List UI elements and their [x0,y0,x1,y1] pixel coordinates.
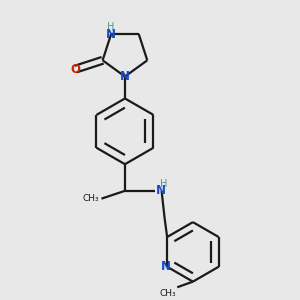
Text: CH₃: CH₃ [82,194,99,202]
Text: CH₃: CH₃ [159,289,176,298]
Text: N: N [160,260,171,273]
Text: N: N [106,28,116,40]
Text: N: N [120,70,130,83]
Text: N: N [156,184,166,197]
Text: O: O [71,62,81,76]
Text: H: H [160,179,167,189]
Text: H: H [107,22,115,32]
